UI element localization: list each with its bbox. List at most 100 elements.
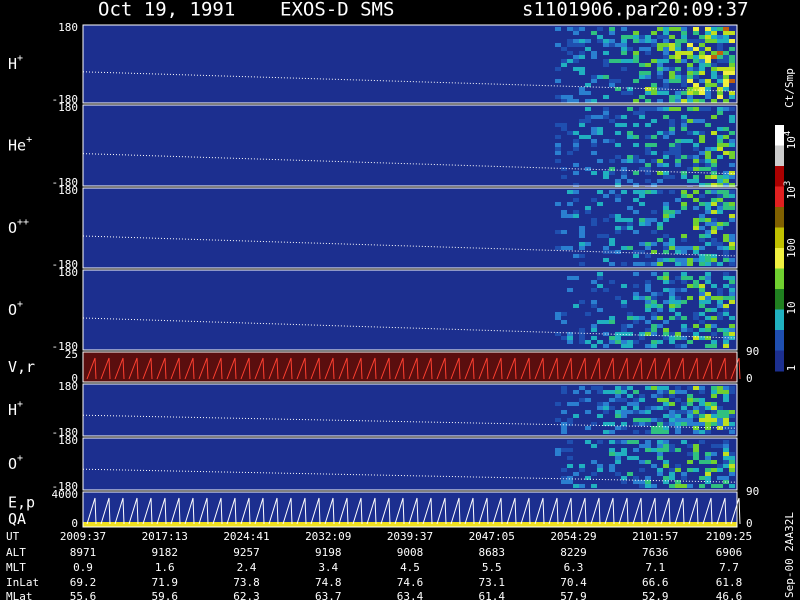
spectrum-cell: [639, 159, 645, 163]
spectrum-cell: [681, 67, 687, 71]
spectrum-cell: [699, 31, 705, 35]
spectrum-cell: [615, 59, 621, 63]
spectrum-cell: [717, 202, 723, 206]
sweep: [268, 357, 279, 380]
spectrum-cell: [705, 91, 711, 95]
spectrum-cell: [609, 27, 615, 31]
spectrum-cell: [585, 119, 591, 123]
spectrum-cell: [681, 39, 687, 43]
spectrum-cell: [663, 214, 669, 218]
spectrum-cell: [645, 440, 651, 444]
row-value: 61.8: [716, 576, 743, 589]
spectrum-cell: [651, 31, 657, 35]
spectrum-cell: [657, 43, 663, 47]
spectrum-cell: [687, 288, 693, 292]
spectrum-cell: [711, 288, 717, 292]
spectrum-cell: [723, 402, 729, 406]
spectrum-cell: [621, 426, 627, 430]
spectrum-cell: [603, 344, 609, 348]
spectrum-cell: [615, 155, 621, 159]
spectrum-cell: [723, 254, 729, 258]
spectrum-cell: [663, 272, 669, 276]
spectrum-cell: [675, 47, 681, 51]
spectrum-cell: [693, 47, 699, 51]
row-label: MLT: [6, 561, 26, 574]
spectrum-cell: [615, 206, 621, 210]
spectrum-cell: [597, 143, 603, 147]
spectrum-cell: [621, 288, 627, 292]
spectrum-cell: [663, 87, 669, 91]
spectrum-cell: [591, 300, 597, 304]
spectrum-cell: [705, 336, 711, 340]
spectrum-cell: [579, 234, 585, 238]
colorbar-cell: [775, 248, 784, 269]
spectrum-cell: [681, 83, 687, 87]
spectrum-cell: [663, 155, 669, 159]
spectrum-cell: [603, 472, 609, 476]
spectrum-cell: [615, 79, 621, 83]
stamp: Sep-00 2AA32L: [783, 512, 796, 598]
panel-label: V,r: [8, 358, 35, 376]
trace: [82, 468, 738, 483]
row-value: 52.9: [642, 590, 669, 600]
spectrum-cell: [657, 430, 663, 434]
spectrum-cell: [717, 75, 723, 79]
spectrum-cell: [687, 175, 693, 179]
spectrum-cell: [687, 131, 693, 135]
spectrum-cell: [711, 119, 717, 123]
spectrum-cell: [645, 51, 651, 55]
spectrum-cell: [711, 398, 717, 402]
spectrum-cell: [669, 246, 675, 250]
spectrum-cell: [681, 336, 687, 340]
spectrum-cell: [639, 242, 645, 246]
spectrum-cell: [723, 328, 729, 332]
spectrum-cell: [585, 210, 591, 214]
spectrum-cell: [729, 472, 735, 476]
spectrum-cell: [609, 155, 615, 159]
spectrum-cell: [729, 468, 735, 472]
y-tick-label: -180: [52, 480, 79, 493]
spectrum-cell: [729, 414, 735, 418]
spectrum-cell: [591, 171, 597, 175]
spectrum-cell: [705, 418, 711, 422]
spectrum-cell: [705, 328, 711, 332]
spectrum-cell: [651, 190, 657, 194]
spectrum-cell: [729, 63, 735, 67]
spectrum-cell: [729, 119, 735, 123]
spectrum-cell: [651, 296, 657, 300]
spectrum-cell: [657, 426, 663, 430]
spectrum-cell: [555, 147, 561, 151]
spectrum-cell: [705, 426, 711, 430]
spectrum-cell: [597, 202, 603, 206]
spectrum-cell: [681, 262, 687, 266]
spectrum-cell: [627, 332, 633, 336]
spectrum-cell: [723, 63, 729, 67]
spectrum-cell: [663, 135, 669, 139]
spectrum-cell: [597, 308, 603, 312]
spectrum-cell: [729, 55, 735, 59]
spectrum-cell: [633, 418, 639, 422]
colorbar-base: 10: [785, 186, 798, 199]
y-tick-label: -180: [52, 93, 79, 106]
spectrum-cell: [645, 448, 651, 452]
row-value: 70.4: [560, 576, 587, 589]
panel-label-sup: +: [17, 53, 23, 64]
spectrum-cell: [663, 308, 669, 312]
spectrum-cell: [681, 194, 687, 198]
spectrum-cell: [729, 91, 735, 95]
spectrum-cell: [651, 340, 657, 344]
row-value: 9182: [152, 546, 179, 559]
spectrum-cell: [681, 202, 687, 206]
spectrum-cell: [669, 484, 675, 488]
spectrum-cell: [579, 123, 585, 127]
spectrum-cell: [657, 246, 663, 250]
spectrum-cell: [567, 115, 573, 119]
panel-label-text: O: [8, 219, 17, 237]
row-value: 6.3: [564, 561, 584, 574]
spectrum-cell: [663, 91, 669, 95]
spectrum-cell: [699, 159, 705, 163]
spectrum-cell: [615, 456, 621, 460]
spectrum-cell: [627, 47, 633, 51]
spectrum-cell: [669, 418, 675, 422]
spectrum-cell: [597, 250, 603, 254]
